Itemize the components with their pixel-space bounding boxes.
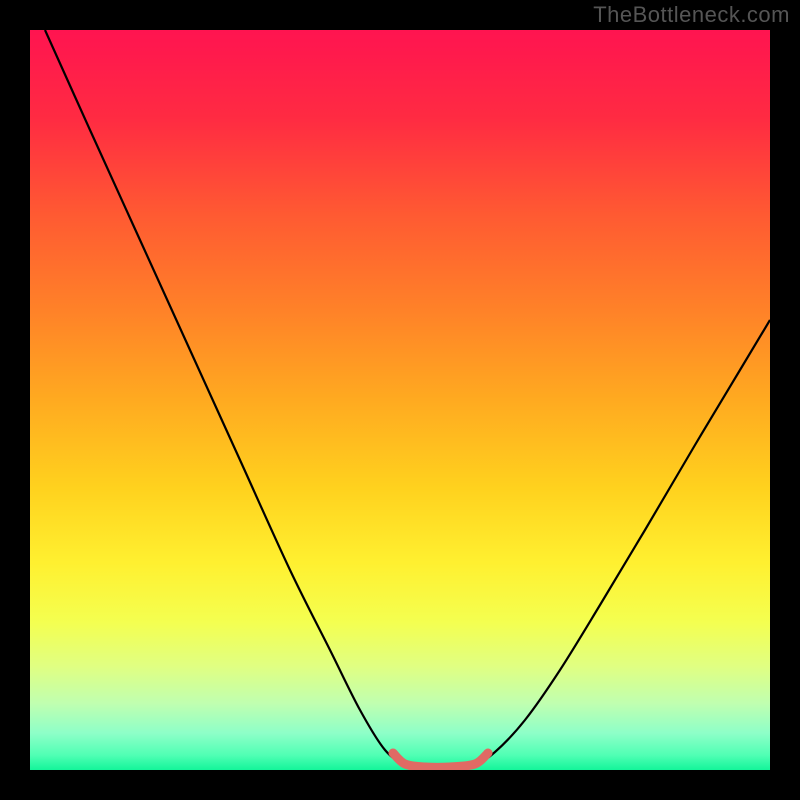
plot-area	[30, 30, 770, 770]
chart-frame: TheBottleneck.com	[0, 0, 800, 800]
bottleneck-curve	[45, 30, 770, 767]
watermark-text: TheBottleneck.com	[593, 2, 790, 28]
curve-layer	[30, 30, 770, 770]
bottom-marker	[393, 753, 488, 767]
